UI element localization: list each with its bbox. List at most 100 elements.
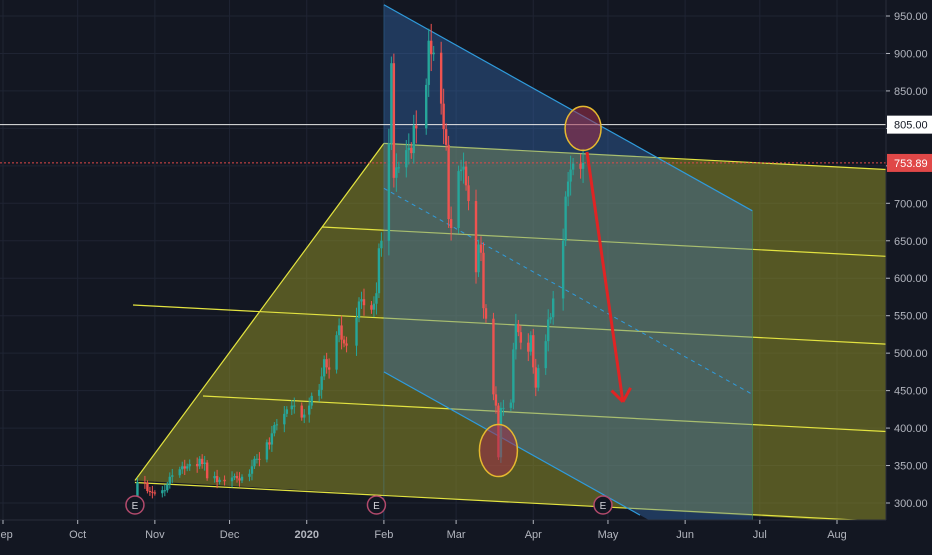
candle-body bbox=[482, 252, 485, 309]
candle-body bbox=[509, 402, 513, 408]
y-tick-label: 900.00 bbox=[894, 48, 928, 60]
time-scale[interactable] bbox=[0, 520, 932, 550]
candle-body bbox=[564, 196, 567, 241]
price-scale[interactable] bbox=[886, 0, 932, 550]
candle-body bbox=[285, 409, 289, 414]
candle-body bbox=[335, 335, 338, 370]
earnings-marker-label: E bbox=[600, 501, 607, 512]
candle-body bbox=[547, 319, 550, 342]
x-tick-label: Nov bbox=[145, 529, 165, 541]
candle-body bbox=[380, 240, 383, 249]
x-tick-label: Jul bbox=[753, 529, 767, 541]
highlight-circle-bottom[interactable] bbox=[478, 423, 519, 478]
x-tick-label: Sep bbox=[0, 529, 13, 541]
candle-body bbox=[415, 125, 418, 129]
prediction-arrow[interactable] bbox=[585, 151, 625, 403]
candle-body bbox=[362, 299, 366, 306]
candle-body bbox=[407, 147, 410, 151]
candle-body bbox=[153, 492, 157, 494]
candle-body bbox=[213, 476, 216, 479]
candle-body bbox=[203, 462, 206, 465]
price-label-text: 805.00 bbox=[894, 120, 928, 132]
candle-body bbox=[534, 367, 537, 388]
candle-body bbox=[178, 469, 181, 476]
candle-body bbox=[410, 147, 413, 154]
candle-body bbox=[492, 318, 495, 395]
candle-body bbox=[449, 219, 453, 229]
candle-body bbox=[268, 442, 271, 445]
y-tick-label: 600.00 bbox=[894, 273, 928, 285]
candle-body bbox=[342, 339, 346, 344]
candle-body bbox=[273, 425, 276, 434]
candle-body bbox=[464, 166, 468, 186]
candle-body bbox=[253, 458, 256, 467]
y-tick-label: 400.00 bbox=[894, 423, 928, 435]
y-tick-label: 700.00 bbox=[894, 198, 928, 210]
candle-body bbox=[355, 317, 358, 346]
candle-body bbox=[317, 389, 321, 396]
candle-body bbox=[551, 298, 555, 318]
candle-body bbox=[215, 476, 219, 483]
candle-body bbox=[370, 305, 373, 310]
candle-body bbox=[270, 433, 274, 445]
price-label-level-805[interactable] bbox=[887, 115, 932, 134]
earnings-marker-label: E bbox=[132, 501, 139, 512]
candle-body bbox=[395, 167, 398, 178]
candle-body bbox=[397, 167, 401, 169]
candle-body bbox=[566, 181, 570, 197]
candle-body bbox=[171, 475, 174, 477]
candle-body bbox=[439, 52, 443, 104]
candle-body bbox=[544, 341, 547, 369]
candle-body bbox=[308, 405, 311, 415]
y-tick-label: 350.00 bbox=[894, 461, 928, 473]
candle-body bbox=[310, 395, 313, 406]
candle-body bbox=[235, 476, 239, 479]
earnings-marker[interactable] bbox=[366, 495, 387, 515]
candle-body bbox=[240, 476, 244, 481]
pitchfork-level-line bbox=[134, 481, 887, 523]
prediction-arrow-head bbox=[621, 387, 632, 403]
candle-body bbox=[375, 293, 378, 304]
candle-body bbox=[430, 40, 433, 55]
x-tick-label: Mar bbox=[447, 529, 466, 541]
candle-body bbox=[357, 301, 361, 318]
candle-body bbox=[467, 185, 470, 202]
candle-body bbox=[136, 482, 139, 504]
price-label-last-price[interactable] bbox=[887, 153, 932, 172]
earnings-marker[interactable] bbox=[593, 495, 613, 515]
candle-body bbox=[571, 163, 575, 170]
candle-body bbox=[300, 405, 303, 418]
candle-body bbox=[320, 376, 323, 390]
candle-body bbox=[188, 464, 191, 467]
earnings-marker[interactable] bbox=[125, 495, 145, 515]
candle-body bbox=[146, 482, 149, 492]
candle-body bbox=[195, 464, 199, 467]
candle-body bbox=[425, 84, 428, 129]
x-tick-label: Oct bbox=[69, 529, 86, 541]
candle-body bbox=[161, 490, 164, 494]
candle-body bbox=[494, 394, 498, 406]
candle-body bbox=[390, 63, 393, 144]
candle-body bbox=[477, 244, 480, 273]
candle-body bbox=[265, 442, 269, 460]
candle-body bbox=[163, 490, 167, 492]
candle-body bbox=[337, 325, 341, 336]
pitchfork-level-line bbox=[132, 304, 887, 345]
candle-body bbox=[529, 335, 532, 352]
x-tick-label: Apr bbox=[525, 529, 542, 541]
x-tick-label: Feb bbox=[374, 529, 393, 541]
highlight-circle-top[interactable] bbox=[564, 105, 602, 152]
candle-body bbox=[198, 458, 201, 467]
y-tick-label: 550.00 bbox=[894, 311, 928, 323]
candle-body bbox=[519, 332, 523, 343]
candle-body bbox=[255, 458, 259, 460]
prediction-arrow-head bbox=[610, 389, 624, 403]
candle-body bbox=[569, 169, 572, 182]
candle-body bbox=[444, 129, 448, 145]
channel-area bbox=[383, 4, 753, 555]
candle-body bbox=[248, 473, 251, 477]
candle-body bbox=[151, 491, 154, 493]
candle-body bbox=[238, 478, 241, 481]
